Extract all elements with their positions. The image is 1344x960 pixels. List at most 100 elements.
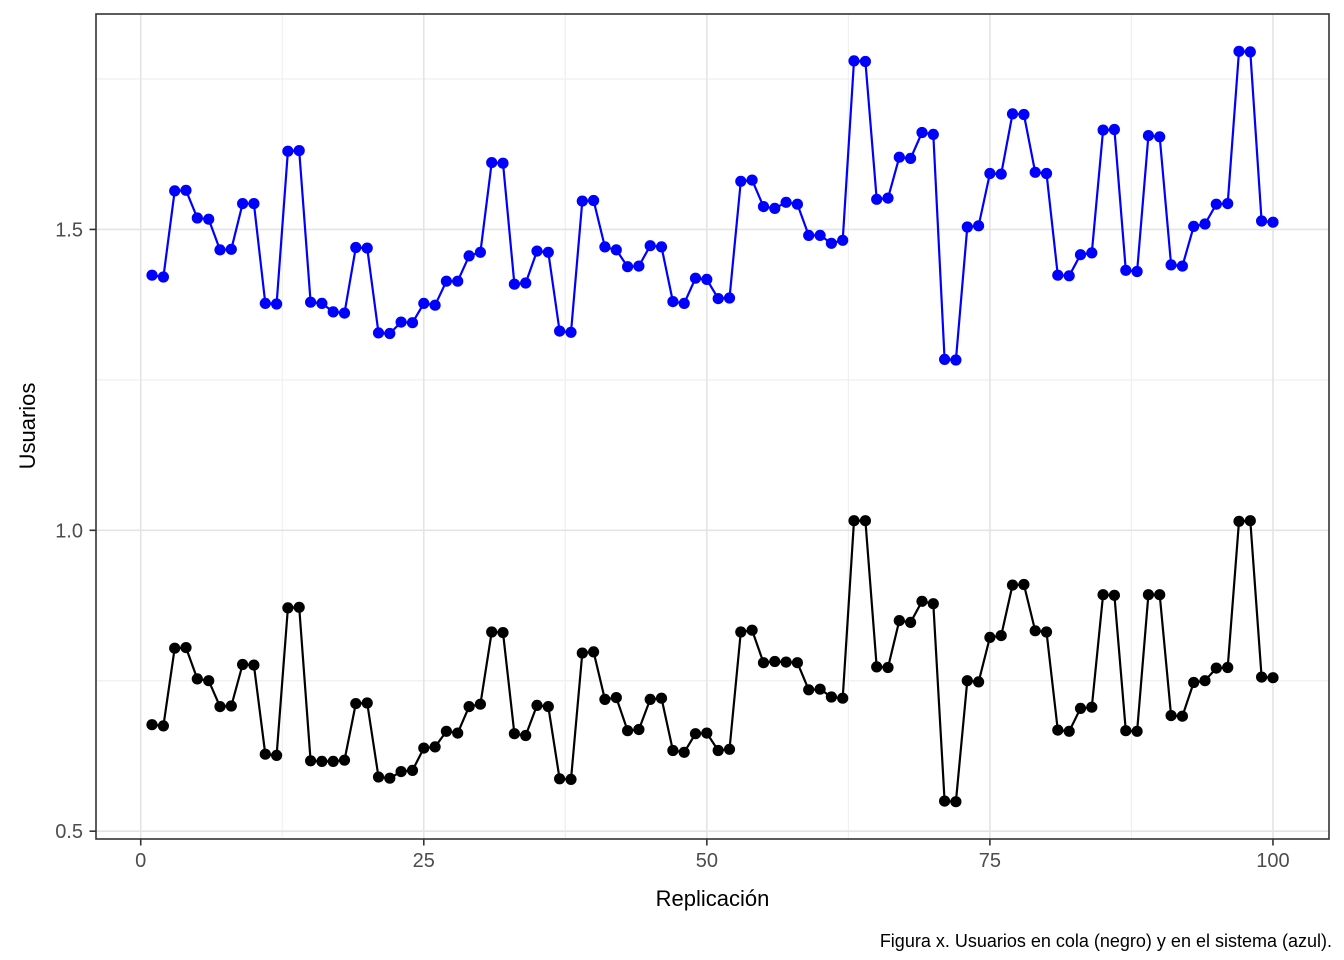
series-cola-point: [146, 719, 158, 731]
series-cola-point: [237, 658, 249, 671]
series-cola-point: [203, 675, 215, 687]
series-cola-point: [395, 766, 407, 778]
series-cola-point: [825, 691, 838, 703]
series-sistema-point: [1006, 108, 1019, 120]
series-sistema-point: [746, 174, 758, 186]
series-cola-point: [950, 796, 962, 808]
series-cola-point: [1131, 725, 1143, 737]
series-cola-point: [361, 697, 373, 709]
series-sistema-point: [905, 152, 917, 164]
series-sistema-point: [372, 327, 385, 339]
series-cola-point: [848, 515, 860, 527]
series-cola-point: [961, 675, 973, 687]
series-sistema-point: [542, 246, 554, 258]
series-sistema-point: [893, 151, 905, 163]
series-sistema-point: [338, 307, 351, 319]
series-cola-point: [248, 659, 260, 671]
series-sistema-point: [1086, 247, 1098, 259]
series-sistema-point: [497, 157, 509, 169]
series-sistema-point: [723, 292, 736, 304]
series-sistema-point: [1029, 166, 1041, 178]
series-sistema-point: [395, 316, 407, 328]
series-sistema-point: [1233, 45, 1245, 57]
series-sistema-point: [146, 269, 158, 281]
series-sistema-point: [1108, 123, 1120, 136]
series-cola-point: [1006, 579, 1019, 591]
series-sistema-point: [1018, 108, 1030, 121]
series-cola-point: [406, 764, 419, 777]
series-sistema-point: [644, 240, 656, 252]
series-cola-point: [723, 743, 736, 755]
series-sistema-point: [837, 234, 849, 246]
series-cola-point: [452, 727, 464, 739]
series-cola-point: [214, 701, 226, 713]
series-cola-point: [1244, 515, 1256, 527]
series-cola-point: [429, 741, 441, 753]
series-sistema-point: [814, 229, 826, 241]
series-sistema-point: [180, 184, 192, 196]
series-sistema-point: [1165, 259, 1177, 271]
x-axis-title: Replicación: [655, 886, 770, 911]
series-cola-point: [350, 698, 362, 710]
series-sistema-point: [599, 241, 611, 253]
y-axis-tick-label: 0.5: [55, 821, 83, 843]
series-cola-point: [1120, 725, 1132, 737]
series-sistema-point: [1120, 264, 1132, 276]
series-sistema-point: [1210, 198, 1222, 210]
series-cola-point: [927, 598, 939, 610]
series-sistema-point: [384, 327, 396, 340]
series-sistema-point: [406, 317, 419, 329]
x-axis-tick-label: 100: [1256, 850, 1289, 872]
series-sistema-point: [565, 326, 577, 338]
series-cola-point: [474, 698, 486, 710]
series-sistema-point: [995, 168, 1007, 180]
series-cola-point: [1108, 589, 1120, 601]
series-sistema-point: [950, 354, 962, 366]
series-cola-point: [712, 744, 724, 757]
series-cola-point: [1040, 626, 1053, 638]
series-cola-point: [633, 723, 645, 736]
series-sistema-point: [486, 157, 498, 169]
series-sistema-point: [554, 325, 566, 337]
series-sistema-point: [237, 198, 249, 210]
series-cola-point: [1052, 724, 1064, 736]
series-cola-point: [859, 515, 872, 527]
series-cola-point: [588, 646, 600, 658]
series-cola-point: [1063, 725, 1075, 737]
series-cola-point: [327, 755, 339, 768]
series-sistema-point: [667, 296, 679, 308]
series-sistema-point: [916, 126, 928, 139]
series-sistema-point: [576, 195, 588, 207]
series-sistema-point: [520, 277, 532, 289]
y-axis-tick-label: 1.5: [55, 219, 83, 241]
series-cola-point: [757, 657, 770, 669]
series-sistema-point: [1222, 198, 1234, 210]
series-sistema-point: [780, 196, 792, 208]
series-sistema-point: [655, 241, 668, 253]
series-cola-point: [995, 630, 1007, 642]
series-cola-point: [1256, 671, 1268, 683]
series-sistema-point: [1267, 216, 1279, 228]
series-cola-point: [1018, 578, 1030, 591]
series-cola-point: [1142, 589, 1154, 601]
series-cola-point: [259, 748, 271, 760]
series-cola-point: [735, 626, 747, 638]
series-cola-point: [316, 755, 328, 768]
series-sistema-point: [157, 271, 169, 283]
series-cola-point: [746, 624, 758, 636]
series-cola-point: [225, 700, 237, 712]
series-sistema-point: [588, 194, 600, 207]
series-sistema-point: [293, 145, 305, 157]
series-cola-point: [644, 693, 656, 706]
series-cola-point: [1210, 662, 1222, 674]
series-cola-point: [837, 692, 849, 704]
series-cola-point: [599, 693, 611, 706]
series-cola-point: [622, 725, 634, 737]
series-sistema-point: [429, 299, 441, 311]
series-cola-point: [1074, 702, 1087, 715]
series-cola-point: [384, 772, 396, 784]
series-sistema-point: [678, 297, 690, 309]
series-cola-point: [610, 692, 622, 704]
series-sistema-point: [769, 202, 781, 214]
